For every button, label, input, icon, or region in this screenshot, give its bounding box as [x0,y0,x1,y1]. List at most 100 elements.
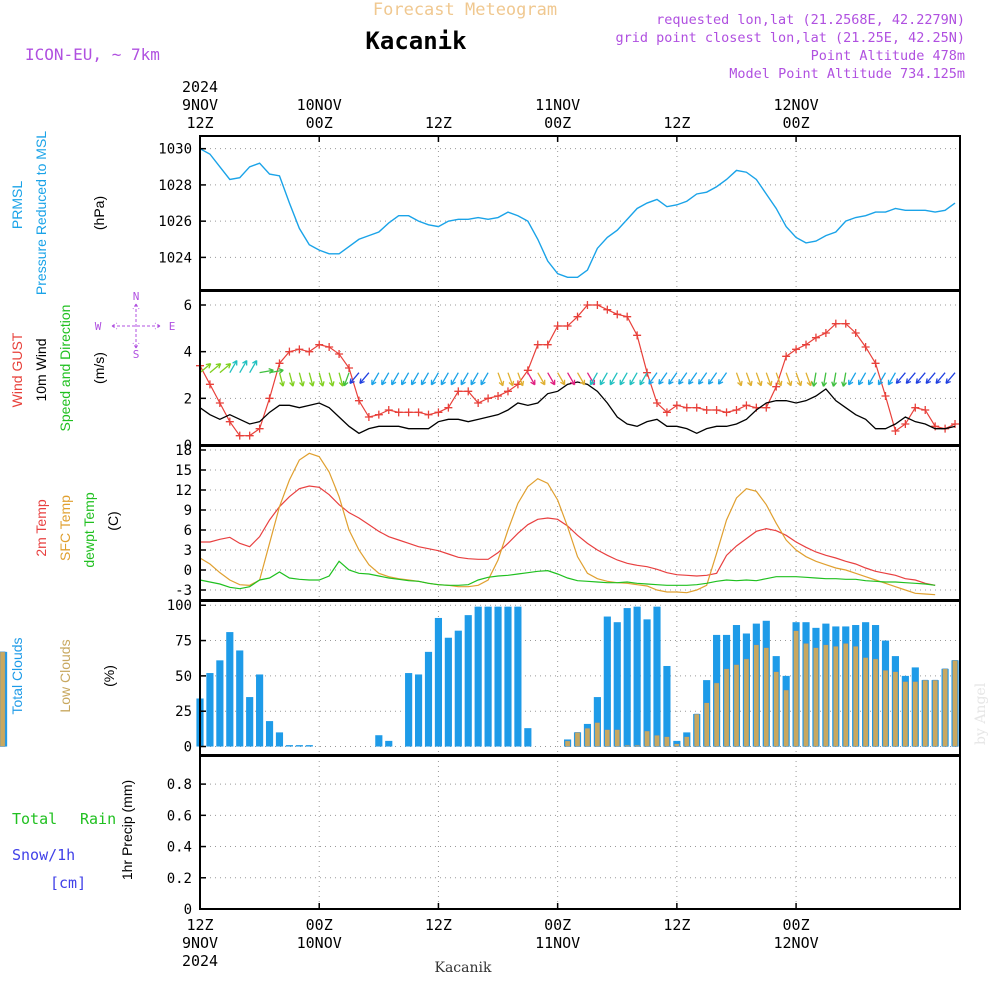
y-tick-label: 0 [184,902,192,918]
low-cloud-bar [813,647,819,747]
total-cloud-bar [474,606,482,747]
gust-marker [364,413,373,421]
clouds-label-total: Total Clouds [9,637,25,714]
clouds-label-low: Low Clouds [57,639,73,712]
total-cloud-bar [643,619,651,747]
wind-direction-arrow [239,359,248,373]
top-time-label: 12Z [186,114,213,132]
total-cloud-bar [414,674,423,747]
gust-marker [543,340,552,349]
wind-label-direction: Speed and Direction [57,305,73,432]
gust-marker [802,340,811,349]
low-cloud-bar [674,743,680,747]
top-time-label: 12NOV [774,96,819,114]
y-tick-label: 0.4 [167,840,192,856]
wind-direction-arrow [609,372,618,386]
wind-direction-arrow [328,372,335,387]
low-cloud-bar [574,732,581,747]
low-cloud-bar [634,744,640,747]
low-cloud-bar [803,643,809,747]
total-cloud-bar [454,630,462,747]
gust-marker [712,406,721,414]
wind-direction-arrow [381,372,390,386]
gust-marker [503,387,512,396]
total-cloud-bar [405,673,413,747]
gust-marker [444,403,453,412]
gust-marker [921,406,930,414]
bottom-time-label: 00Z [544,916,571,934]
top-time-label: 10NOV [297,96,342,114]
total-cloud-bar [663,665,671,747]
gust-marker [841,319,850,328]
y-tick-label: 18 [175,443,192,459]
bottom-time-label: 11NOV [535,934,580,952]
gust-marker [613,310,622,319]
wind-direction-arrow [821,372,828,387]
gust-marker [285,347,294,356]
wind-direction-arrow [935,372,946,384]
wind-direction-arrow [915,372,926,384]
low-cloud-bar [832,645,839,747]
total-cloud-bar [434,617,443,747]
low-cloud-bar [892,671,899,747]
gust-marker [484,394,493,403]
gust-marker [335,350,344,358]
wind-direction-arrow [430,372,439,386]
pressure-label-prmsl: PRMSL [9,181,25,229]
gust-marker [722,408,731,417]
gust-marker [891,427,900,435]
low-cloud-bar [564,740,571,747]
compass-rose-icon [111,303,161,349]
wind-direction-arrow [278,372,285,387]
pressure-unit: (hPa) [91,196,107,230]
wind-direction-arrow [745,372,753,387]
top-time-label: 00Z [783,114,810,132]
total-cloud-bar [236,650,244,747]
wind-direction-arrow [199,363,212,374]
model-point-altitude: Model Point Altitude 734.125m [729,66,965,82]
low-cloud-bar [902,681,909,747]
low-cloud-bar [644,730,650,747]
gust-marker [633,331,642,340]
low-cloud-bar [793,630,799,747]
temp-label-dewpt: dewpt Temp [81,492,97,567]
temp-label-2m: 2m Temp [33,499,49,557]
low-cloud-bar [763,647,770,747]
gust-marker [901,420,910,428]
y-tick-label: 0 [184,438,192,454]
y-tick-label: 50 [175,669,192,685]
wind-direction-arrow [557,372,566,386]
temp-line-dewpt-temp [199,560,936,590]
gust-line [199,304,956,437]
gust-marker [662,408,671,417]
requested-lonlat: requested lon,lat (21.2568E, 42.2279N) [656,12,965,28]
banner-title: Forecast Meteogram [373,0,557,20]
top-time-label: 00Z [306,114,333,132]
wind-direction-arrow [517,372,525,387]
y-tick-label: 0 [184,740,192,756]
gust-marker [831,319,840,328]
total-cloud-bar [444,637,452,747]
precip-unit: 1hr Precip (mm) [119,780,135,880]
credit-watermark: by Angel [973,682,989,745]
y-tick-label: 2 [184,391,192,407]
bottom-time-label: 12NOV [774,934,819,952]
y-tick-label: 0 [184,563,192,579]
wind-direction-arrow [391,372,400,386]
top-time-label: 9NOV [182,96,218,114]
wind-direction-arrow [209,363,222,374]
precip-label-total: Total [12,810,57,828]
gust-marker [563,322,572,330]
wind-direction-arrow [668,372,678,385]
gust-marker [345,364,354,372]
compass-north: N [133,290,140,303]
temp-label-sfc: SFC Temp [57,495,73,561]
total-cloud-bar [226,632,234,747]
low-cloud-bar [952,660,958,747]
y-tick-label: 15 [175,463,192,479]
low-cloud-bar [852,645,859,747]
total-cloud-bar [375,735,383,747]
wind-direction-arrow [811,372,818,387]
model-label: ICON-EU, ~ 7km [25,45,160,64]
